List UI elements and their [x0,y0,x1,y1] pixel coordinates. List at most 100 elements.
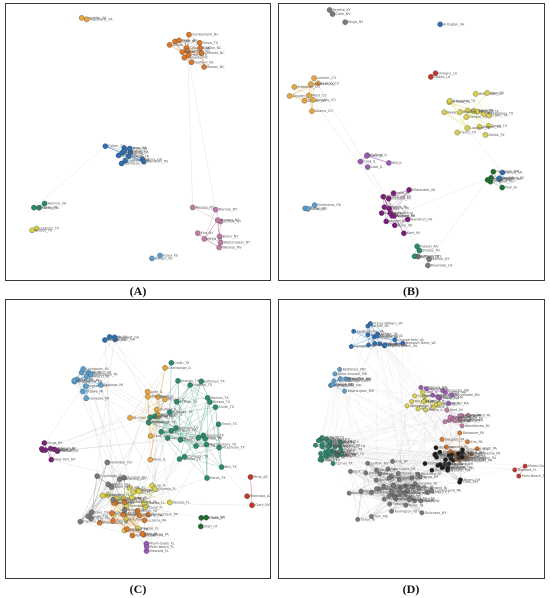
node-marker [459,423,465,429]
node-marker [167,409,173,415]
node-label: Richmond_VA [380,334,403,338]
node-marker [186,31,192,38]
node-label: Trumbull_OH [448,458,470,462]
node-marker [382,342,388,348]
edge [132,515,141,536]
graph-node: Miami-Dade_FL [522,463,544,469]
node-label: Ingham_MI [89,384,107,388]
node-marker [189,204,196,211]
node-label: Midland_TX [325,436,345,440]
edge [351,346,452,459]
node-marker [162,365,168,371]
edge [112,487,130,516]
graph-node: Travis_TX [196,40,219,46]
edge [157,399,166,415]
node-label: Duval_FL [148,505,163,509]
edge [82,384,101,392]
edge [446,432,460,448]
node-marker [486,112,493,119]
node-marker [522,463,528,469]
node-marker [432,70,439,77]
graph-node: Adams_CO [309,108,333,114]
edge [322,443,400,480]
edge [169,44,189,56]
node-marker [247,474,254,480]
node-label: Galveston_TX [332,440,355,444]
node-marker [214,217,221,223]
edge [144,456,185,504]
graph-node: Worcester_MA [440,388,470,393]
node-label: Gwinnett_GA [128,159,150,163]
node-marker [465,439,470,445]
graph-node: Kings_NY [41,440,63,446]
node-marker [175,378,181,384]
node-label: Warren_OH [111,482,130,486]
graph-node: Washtenaw_MI [380,193,411,200]
node-marker [110,518,116,524]
edge [111,396,149,514]
edge [329,445,342,455]
edge [177,380,211,403]
node-label: Washington_MD [348,389,375,393]
edge [154,489,170,503]
edge [399,403,449,480]
node-marker [306,92,312,99]
edge [377,335,403,344]
node-label: Frederick_MD [349,377,372,381]
panel-label-a: (A) [129,284,147,298]
graph-node: Philadelphia_PA [96,520,129,526]
node-marker [88,509,95,516]
edge [349,492,389,497]
edge [460,448,478,457]
edge [91,462,108,513]
graph-node: Shelby_TN [416,247,440,254]
node-label: Clark_NV [255,503,270,507]
graph-node: Lehigh_PA [474,446,498,452]
node-marker [355,517,361,522]
edge [76,379,87,399]
node-label: Ellis_TX [332,449,345,453]
edge [330,385,426,464]
edge [424,396,434,408]
graph-node: Montgomery_TX [203,441,237,448]
node-label: Davis_UT [209,516,225,520]
node-label: Ingham_MI [455,416,473,420]
node-marker [422,461,428,466]
graph-node: Kent_DE [348,469,367,474]
edge [187,50,193,208]
graph-node: Lake_IL [420,389,438,395]
node-marker [29,227,35,234]
graph-node: Clark_NV [329,11,351,17]
edge [80,462,108,522]
graph-node: Collin_TX [335,453,356,459]
node-label: Fairfax_VA [42,206,60,210]
node-marker [404,403,410,409]
node-marker [198,523,204,530]
node-label: Montgomery_TX [338,445,366,449]
node-marker [474,446,480,452]
edge [365,472,406,506]
node-label: Richmond_NY [54,447,78,451]
node-label: St. Clair_IL [442,402,460,406]
node-marker [135,525,141,532]
node-marker [437,462,443,467]
node-label: Kent_MI [450,408,463,412]
graph-node: Brazos_TX [207,399,231,405]
node-label: Lake_IN [397,191,410,195]
edge [361,486,413,492]
node-label: Nassau_NY [196,206,215,210]
edge [332,446,336,464]
graph-node: Hidalgo_TX [176,456,202,462]
graph-node: Dauphin_PA [137,512,163,519]
node-label: Lehigh_PA [140,509,157,513]
graph-node: Monmouth_NJ [397,490,426,496]
edge [184,401,211,457]
graph-node: Newport News_VA [400,340,436,346]
node-label: Barnstable_MA [455,393,480,397]
node-label: Prince William_VA [373,322,403,326]
graph-node: Cook_IL [357,158,376,165]
node-label: McLennan_TX [328,450,351,454]
node-label: Dane_WI [398,223,413,227]
node-label: Anne Arundel_MD [338,372,368,376]
edge [321,455,338,461]
